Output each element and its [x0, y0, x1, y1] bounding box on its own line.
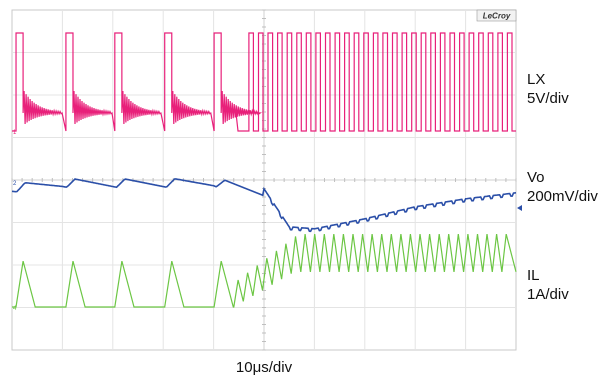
lx-scale: 5V/div — [527, 90, 569, 107]
lx-trace — [12, 32, 516, 132]
il-scale: 1A/div — [527, 286, 569, 303]
il-series-name: IL — [527, 267, 540, 284]
brand-badge — [476, 9, 517, 22]
vo-channel-marker: 2 — [13, 181, 17, 187]
lx-channel-marker: 1 — [13, 130, 17, 136]
il-trace — [12, 233, 517, 308]
vo-offset-arrow — [517, 205, 522, 211]
il-channel-marker: 4 — [13, 306, 17, 312]
brand-logo-text: LeCroy — [483, 12, 511, 21]
vo-label: Vo 200mV/div — [527, 168, 598, 206]
vo-trace — [11, 178, 517, 233]
vo-series-name: Vo — [527, 169, 545, 186]
lx-series-name: LX — [527, 71, 546, 88]
time-per-div-label: 10μs/div — [235, 359, 293, 376]
il-label: IL 1A/div — [527, 266, 569, 304]
lx-label: LX 5V/div — [527, 70, 569, 108]
vo-scale: 200mV/div — [527, 188, 598, 205]
